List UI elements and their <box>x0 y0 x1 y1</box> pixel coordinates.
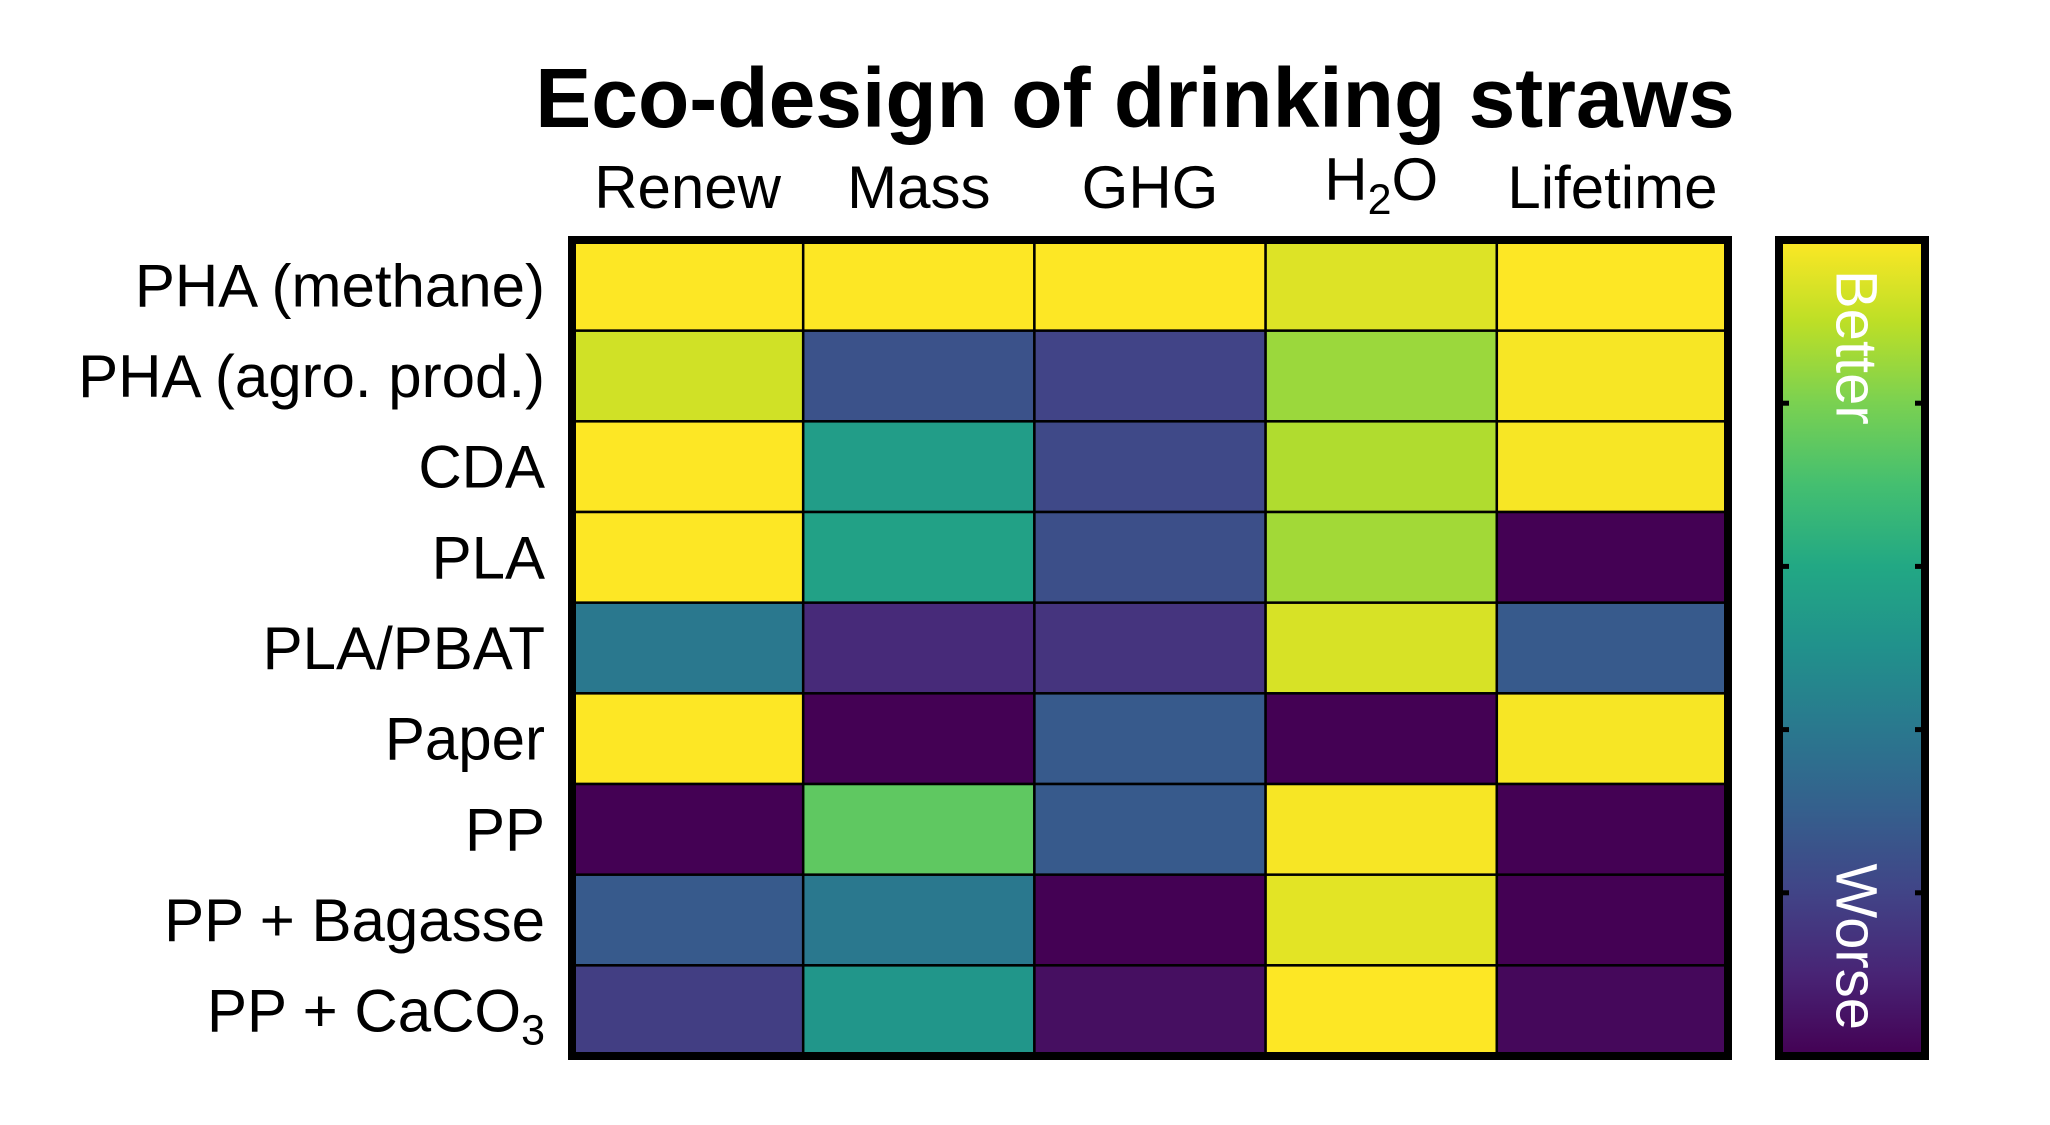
row-label-pha-agro-prod: PHA (agro. prod.) <box>78 343 545 410</box>
row-label-pla-pbat: PLA/PBAT <box>263 615 545 682</box>
row-label-pp-caco3: PP + CaCO3 <box>207 978 545 1055</box>
cell-pha-methane-lifetime <box>1495 238 1730 332</box>
cell-pha-agro-prod-renew <box>570 329 805 423</box>
heatmap-frame <box>568 236 1732 1060</box>
colorbar: Better Worse <box>1775 236 1929 1060</box>
cell-cda-h2o <box>1264 420 1499 514</box>
cell-pla-pbat-lifetime <box>1495 601 1730 695</box>
column-label-ghg: GHG <box>1082 154 1219 221</box>
cell-pp-h2o <box>1264 782 1499 876</box>
cell-pha-methane-mass <box>801 238 1036 332</box>
cell-pp-caco3-renew <box>570 964 805 1058</box>
cell-paper-ghg <box>1033 692 1267 786</box>
cell-pp-bagasse-renew <box>570 873 805 967</box>
cell-pla-ghg <box>1033 510 1267 604</box>
cell-pla-mass <box>801 510 1036 604</box>
cell-pla-h2o <box>1264 510 1499 604</box>
cell-pha-agro-prod-ghg <box>1033 329 1267 423</box>
cell-paper-lifetime <box>1495 692 1730 786</box>
column-label-mass: Mass <box>847 154 990 221</box>
cell-pla-pbat-renew <box>570 601 805 695</box>
cell-cda-renew <box>570 420 805 514</box>
cell-pp-caco3-ghg <box>1033 964 1267 1058</box>
cell-pp-bagasse-ghg <box>1033 873 1267 967</box>
cell-pha-methane-h2o <box>1264 238 1499 332</box>
cell-pp-bagasse-lifetime <box>1495 873 1730 967</box>
cell-paper-mass <box>801 692 1036 786</box>
cell-pp-lifetime <box>1495 782 1730 876</box>
cell-pp-caco3-mass <box>801 964 1036 1058</box>
cell-cda-lifetime <box>1495 420 1730 514</box>
column-label-h2o: H2O <box>1324 146 1438 224</box>
cell-pha-agro-prod-h2o <box>1264 329 1499 423</box>
cell-cda-mass <box>801 420 1036 514</box>
row-label-pha-methane: PHA (methane) <box>135 252 545 319</box>
column-label-lifetime: Lifetime <box>1507 154 1717 221</box>
colorbar-gradient <box>1775 236 1929 1060</box>
cell-cda-ghg <box>1033 420 1267 514</box>
colorbar-low-label: Worse <box>1824 863 1889 1030</box>
row-label-pla: PLA <box>432 524 545 591</box>
cell-pp-ghg <box>1033 782 1267 876</box>
column-label-renew: Renew <box>594 154 781 221</box>
cell-pp-mass <box>801 782 1036 876</box>
cell-pla-renew <box>570 510 805 604</box>
cell-pp-bagasse-mass <box>801 873 1036 967</box>
row-labels: PHA (methane) PHA (agro. prod.) CDA PLA PLA/… <box>78 252 545 1054</box>
cell-pha-methane-renew <box>570 238 805 332</box>
cell-pp-bagasse-h2o <box>1264 873 1499 967</box>
cell-pla-lifetime <box>1495 510 1730 604</box>
cell-pla-pbat-ghg <box>1033 601 1267 695</box>
row-label-pp-bagasse: PP + Bagasse <box>164 887 545 954</box>
row-label-pp: PP <box>465 796 545 863</box>
cell-paper-renew <box>570 692 805 786</box>
colorbar-high-label: Better <box>1824 270 1889 425</box>
chart-title: Eco-design of drinking straws <box>535 51 1735 145</box>
cell-pla-pbat-h2o <box>1264 601 1499 695</box>
cell-pp-caco3-h2o <box>1264 964 1499 1058</box>
cell-pha-agro-prod-lifetime <box>1495 329 1730 423</box>
cell-pha-agro-prod-mass <box>801 329 1036 423</box>
row-label-cda: CDA <box>418 434 545 501</box>
heatmap-cells <box>570 238 1730 1058</box>
cell-pp-caco3-lifetime <box>1495 964 1730 1058</box>
row-label-paper: Paper <box>385 706 545 773</box>
cell-pp-renew <box>570 782 805 876</box>
cell-pha-methane-ghg <box>1033 238 1267 332</box>
cell-paper-h2o <box>1264 692 1499 786</box>
column-labels: Renew Mass GHG H2O Lifetime <box>594 146 1717 224</box>
cell-pla-pbat-mass <box>801 601 1036 695</box>
colorbar-ticks <box>1779 400 1925 896</box>
